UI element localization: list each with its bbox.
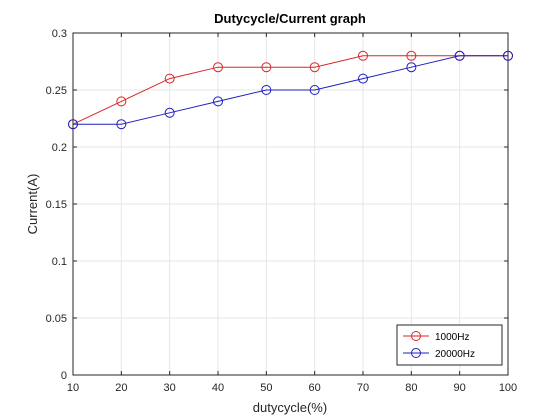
data-point: [406, 62, 417, 73]
data-point: [454, 50, 465, 61]
y-tick-label: 0: [61, 370, 67, 382]
data-point: [213, 62, 223, 73]
legend-swatch-marker: [411, 348, 421, 358]
data-point: [116, 96, 127, 107]
series-20000Hz: [68, 50, 513, 130]
legend-label: 20000Hz: [435, 349, 475, 360]
y-tick-label: 0.25: [46, 85, 67, 97]
data-point: [261, 62, 272, 73]
data-point: [213, 96, 223, 107]
legend-box: [396, 324, 503, 366]
data-point: [358, 50, 368, 61]
tick-labels: 10 20 30 40 50 60 70 80 90 100 0 0.05 0.1 0.15 0.2 0.25…: [46, 28, 518, 394]
series: [68, 50, 513, 130]
series-line: [72, 55, 508, 125]
x-tick-label: 80: [405, 382, 417, 394]
x-tick-label: 10: [67, 382, 79, 394]
data-point: [406, 50, 417, 61]
data-point: [164, 107, 175, 118]
data-point: [164, 73, 175, 84]
axes: [72, 32, 509, 376]
x-tick-label: 70: [357, 382, 369, 394]
x-tick-label: 20: [115, 382, 127, 394]
y-tick-label: 0.2: [52, 142, 67, 154]
data-point: [309, 85, 320, 95]
y-tick-label: 0.05: [46, 313, 67, 325]
data-point: [68, 119, 78, 130]
x-tick-label: 90: [454, 382, 466, 394]
y-tick-label: 0.3: [52, 28, 67, 40]
y-tick-label: 0.15: [46, 199, 67, 211]
data-point: [503, 50, 513, 61]
legend: 1000Hz 20000Hz: [396, 324, 503, 366]
chart-title: Dutycycle/Current graph: [214, 11, 366, 26]
legend-label: 1000Hz: [435, 332, 469, 343]
y-tick-label: 0.1: [52, 256, 67, 268]
x-tick-label: 100: [499, 382, 517, 394]
data-point: [261, 85, 272, 95]
x-tick-label: 60: [309, 382, 321, 394]
data-point: [309, 62, 320, 73]
x-tick-label: 40: [212, 382, 224, 394]
data-point: [358, 73, 368, 84]
x-tick-label: 30: [164, 382, 176, 394]
x-tick-label: 50: [260, 382, 272, 394]
data-point: [116, 119, 127, 130]
y-axis-title: Current(A): [25, 174, 40, 235]
series-line: [73, 55, 508, 125]
legend-swatch-marker: [411, 331, 421, 341]
x-axis-title: dutycycle(%): [253, 400, 327, 415]
